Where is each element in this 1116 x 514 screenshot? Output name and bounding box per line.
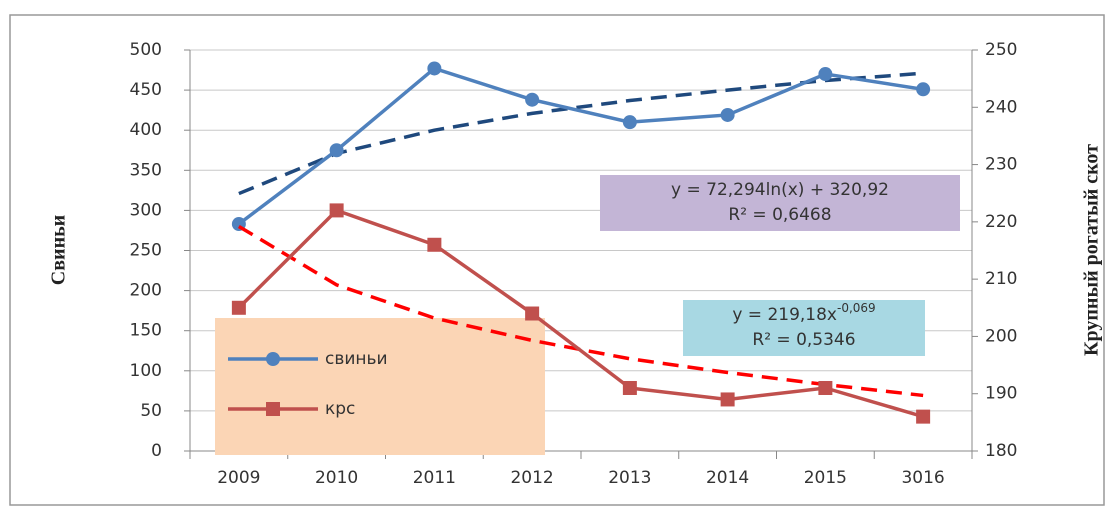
y-tick-label: 400 (130, 120, 162, 140)
x-tick-label: 2013 (608, 468, 651, 488)
legend-label: крс (325, 399, 355, 419)
y2-tick-label: 180 (985, 441, 1017, 461)
legend (215, 318, 545, 455)
legend-marker (266, 402, 280, 416)
y-tick-label: 50 (140, 401, 162, 421)
equation-text: y = 72,294ln(x) + 320,92 (671, 180, 889, 200)
x-tick-label: 2009 (217, 468, 260, 488)
x-tick-label: 2014 (706, 468, 749, 488)
point (427, 237, 442, 252)
equation-box (683, 300, 925, 356)
y-tick-label: 250 (130, 241, 162, 261)
chart-frame (9, 14, 1105, 506)
legend-marker (266, 352, 280, 366)
point (916, 409, 931, 424)
x-tick-label: 2010 (315, 468, 358, 488)
y2-tick-label: 230 (985, 155, 1017, 175)
y-tick-label: 200 (130, 281, 162, 301)
y-tick-label: 100 (130, 361, 162, 381)
y2-tick-label: 190 (985, 384, 1017, 404)
point (720, 392, 735, 407)
x-tick-label: 2015 (804, 468, 847, 488)
point (329, 203, 344, 218)
point (622, 380, 637, 395)
y2-tick-label: 240 (985, 97, 1017, 117)
y-axis-title: Свиньи (48, 215, 70, 285)
y2-axis-title: Крупный рогатый скот (1081, 144, 1103, 356)
y2-tick-label: 210 (985, 269, 1017, 289)
x-tick-label: 2011 (413, 468, 456, 488)
equation: y = 72,294ln(x) + 320,92 (671, 180, 889, 200)
point (818, 380, 833, 395)
equation-box (600, 175, 960, 231)
y2-tick-label: 200 (985, 326, 1017, 346)
equation: y = 219,18x-0,069 (732, 301, 875, 326)
series-line (237, 208, 924, 419)
point (720, 107, 735, 122)
y-tick-label: 0 (151, 441, 162, 461)
x-tick-label: 3016 (901, 468, 944, 488)
point (916, 82, 931, 97)
y-tick-label: 300 (130, 200, 162, 220)
equation-text: y = 219,18x (732, 305, 837, 325)
point (525, 306, 540, 321)
r-squared: R² = 0,6468 (728, 205, 831, 225)
y-tick-label: 150 (130, 321, 162, 341)
y-tick-label: 450 (130, 80, 162, 100)
point (329, 143, 344, 158)
point (818, 67, 833, 82)
point (622, 115, 637, 130)
point (231, 300, 246, 315)
equation-exponent: -0,069 (837, 301, 876, 315)
series-line (237, 66, 924, 226)
point (525, 92, 540, 107)
y2-tick-label: 220 (985, 212, 1017, 232)
legend-label: свиньи (325, 349, 388, 369)
y-tick-label: 500 (130, 40, 162, 60)
trend-line (237, 224, 924, 398)
point (427, 61, 442, 76)
y-tick-label: 350 (130, 160, 162, 180)
y2-tick-label: 250 (985, 40, 1017, 60)
r-squared: R² = 0,5346 (752, 330, 855, 350)
x-tick-label: 2012 (510, 468, 553, 488)
